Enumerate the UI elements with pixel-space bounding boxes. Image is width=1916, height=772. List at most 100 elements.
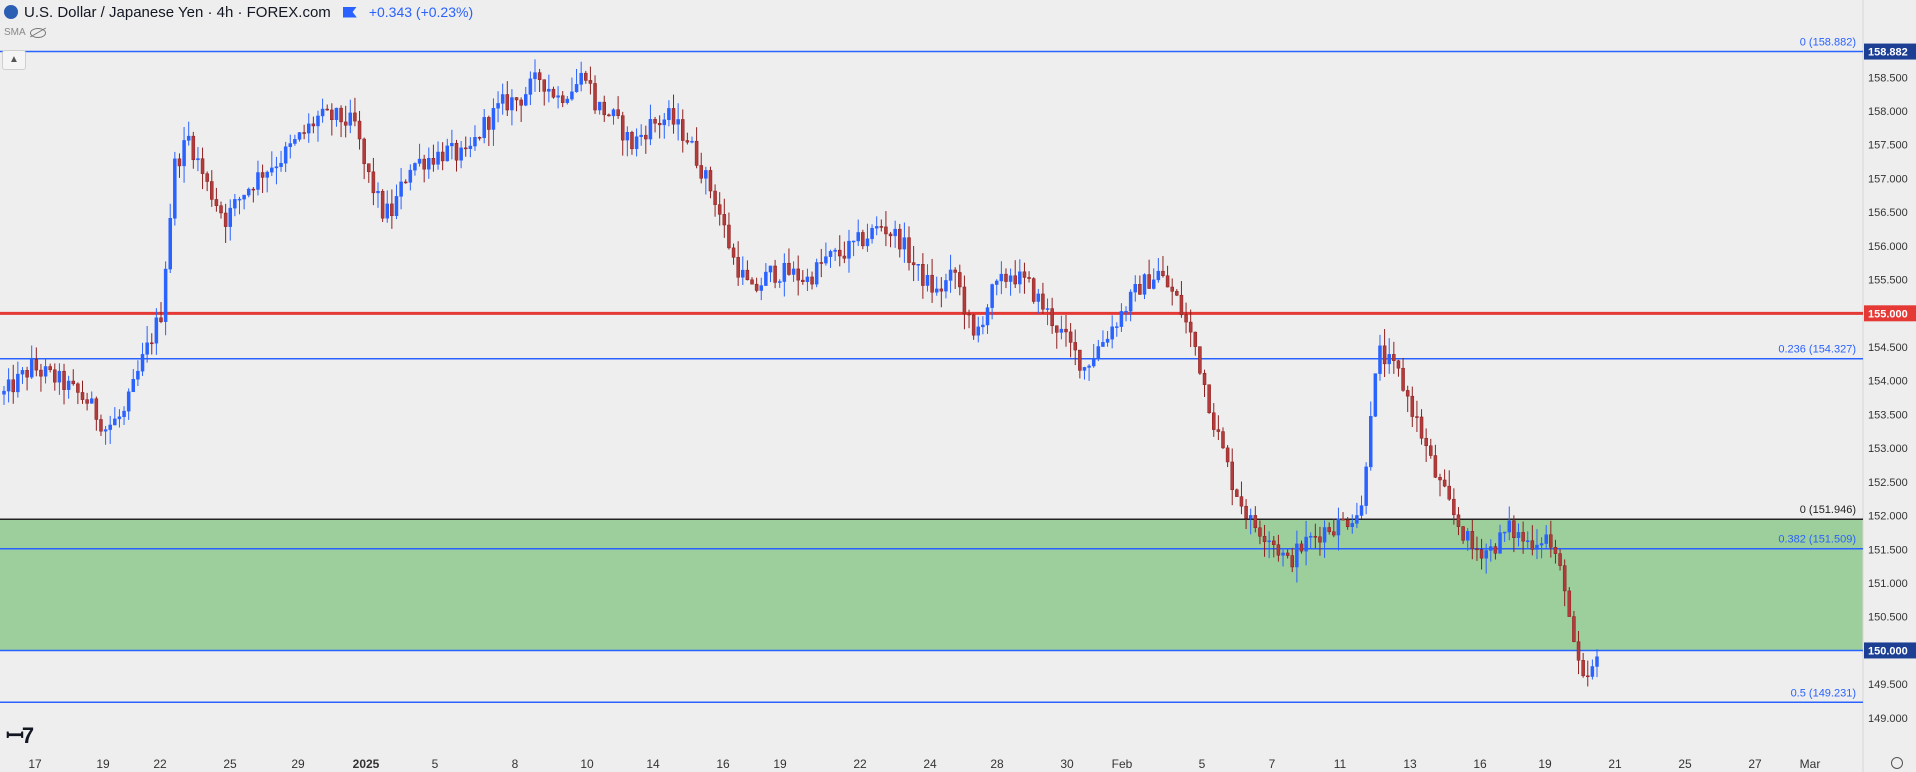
candle-body[interactable] <box>376 190 380 194</box>
candle-body[interactable] <box>140 354 145 372</box>
candle-body[interactable] <box>976 326 981 336</box>
candle-body[interactable] <box>579 72 583 85</box>
candle-body[interactable] <box>270 167 274 173</box>
candle-body[interactable] <box>1244 505 1248 519</box>
candle-body[interactable] <box>1031 278 1036 302</box>
candle-body[interactable] <box>1562 565 1567 592</box>
candle-body[interactable] <box>611 109 616 117</box>
candle-body[interactable] <box>440 151 445 162</box>
candle-body[interactable] <box>1193 331 1198 347</box>
candle-body[interactable] <box>362 138 366 165</box>
candle-body[interactable] <box>685 140 690 143</box>
candle-body[interactable] <box>1558 553 1562 566</box>
candle-body[interactable] <box>1447 485 1451 500</box>
candle-body[interactable] <box>468 145 473 149</box>
candle-body[interactable] <box>1179 294 1184 316</box>
candle-body[interactable] <box>607 114 611 117</box>
candle-body[interactable] <box>11 379 15 393</box>
candle-body[interactable] <box>1332 531 1336 536</box>
candle-body[interactable] <box>1456 514 1461 527</box>
candle-body[interactable] <box>103 429 108 432</box>
candle-body[interactable] <box>94 398 99 420</box>
candle-body[interactable] <box>1401 367 1405 391</box>
candle-body[interactable] <box>1235 489 1239 497</box>
candle-body[interactable] <box>496 103 500 109</box>
candle-body[interactable] <box>1221 431 1225 449</box>
candle-body[interactable] <box>311 123 316 127</box>
candle-body[interactable] <box>1595 656 1599 667</box>
candle-body[interactable] <box>1050 308 1054 327</box>
candle-body[interactable] <box>182 140 186 167</box>
candle-body[interactable] <box>1073 342 1077 351</box>
candle-body[interactable] <box>403 181 408 184</box>
candle-body[interactable] <box>66 380 71 390</box>
candle-body[interactable] <box>89 398 94 404</box>
candle-body[interactable] <box>1516 532 1521 538</box>
candle-body[interactable] <box>584 72 588 81</box>
candle-body[interactable] <box>367 163 371 173</box>
candle-body[interactable] <box>173 158 177 219</box>
candle-body[interactable] <box>1327 527 1331 532</box>
candle-body[interactable] <box>1258 527 1262 537</box>
candle-body[interactable] <box>837 249 842 257</box>
candle-body[interactable] <box>417 158 422 164</box>
candle-body[interactable] <box>1142 274 1147 295</box>
candle-body[interactable] <box>764 271 768 286</box>
candle-body[interactable] <box>177 158 182 167</box>
candle-body[interactable] <box>1078 349 1082 371</box>
candle-body[interactable] <box>408 169 413 183</box>
candle-body[interactable] <box>459 147 463 161</box>
candle-body[interactable] <box>2 390 6 395</box>
candle-body[interactable] <box>200 158 205 174</box>
candle-body[interactable] <box>1068 331 1073 343</box>
candle-body[interactable] <box>884 226 888 235</box>
candle-body[interactable] <box>1484 550 1488 559</box>
candle-body[interactable] <box>1572 616 1576 642</box>
candle-body[interactable] <box>861 232 865 247</box>
candle-body[interactable] <box>454 142 459 161</box>
candle-body[interactable] <box>53 369 57 383</box>
candle-body[interactable] <box>1207 384 1211 414</box>
candle-body[interactable] <box>16 373 20 393</box>
candle-body[interactable] <box>1521 532 1525 542</box>
candle-body[interactable] <box>436 151 440 165</box>
candle-body[interactable] <box>1147 274 1151 289</box>
candle-body[interactable] <box>759 285 764 291</box>
candle-body[interactable] <box>620 115 625 141</box>
candle-body[interactable] <box>1170 286 1174 292</box>
candle-body[interactable] <box>1299 543 1304 552</box>
candle-body[interactable] <box>1429 445 1433 456</box>
candle-body[interactable] <box>1405 390 1410 397</box>
candle-body[interactable] <box>413 163 417 171</box>
candle-body[interactable] <box>357 120 362 140</box>
candle-body[interactable] <box>1304 536 1308 552</box>
candle-body[interactable] <box>1493 546 1498 554</box>
candle-body[interactable] <box>330 109 334 120</box>
candle-body[interactable] <box>921 264 925 286</box>
candle-body[interactable] <box>1368 416 1373 468</box>
candle-body[interactable] <box>99 419 103 432</box>
candle-body[interactable] <box>745 269 750 281</box>
candle-body[interactable] <box>1359 505 1364 516</box>
candle-body[interactable] <box>994 280 999 285</box>
candle-body[interactable] <box>1590 666 1595 677</box>
candle-body[interactable] <box>80 392 85 400</box>
candle-body[interactable] <box>320 108 325 117</box>
candle-body[interactable] <box>782 262 787 282</box>
candle-body[interactable] <box>343 121 348 126</box>
candle-body[interactable] <box>602 101 607 116</box>
candle-body[interactable] <box>1567 590 1572 617</box>
candle-body[interactable] <box>283 146 288 164</box>
candle-body[interactable] <box>1036 293 1041 302</box>
candle-body[interactable] <box>930 274 934 293</box>
candle-body[interactable] <box>1285 552 1290 556</box>
candle-body[interactable] <box>168 218 172 270</box>
candle-body[interactable] <box>242 194 246 200</box>
candle-body[interactable] <box>1239 496 1244 507</box>
candle-body[interactable] <box>856 232 860 242</box>
candle-body[interactable] <box>1045 308 1050 310</box>
candle-body[interactable] <box>1341 518 1345 521</box>
candle-body[interactable] <box>805 276 810 282</box>
candle-body[interactable] <box>934 288 939 293</box>
candle-body[interactable] <box>741 269 745 278</box>
